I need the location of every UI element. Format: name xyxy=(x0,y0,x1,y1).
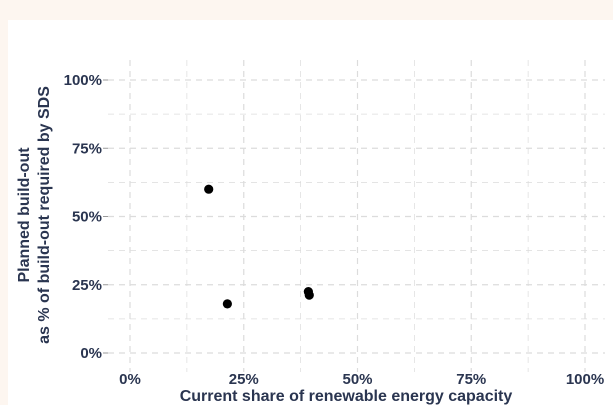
y-tick-label: 75% xyxy=(72,140,102,157)
scatter-point xyxy=(222,299,232,309)
scatter-point xyxy=(204,184,214,194)
data-points xyxy=(204,184,314,309)
x-tick-label: 75% xyxy=(456,371,486,388)
y-tick-label: 100% xyxy=(64,72,102,89)
x-axis: 0% 25% 50% 75% 100% xyxy=(119,371,604,388)
x-tick-label: 50% xyxy=(342,371,372,388)
y-axis: 0% 25% 50% 75% 100% xyxy=(64,72,108,362)
y-tick-label: 25% xyxy=(72,277,102,294)
y-tick-label: 0% xyxy=(80,345,102,362)
chart-panel xyxy=(8,20,613,405)
x-tick-label: 100% xyxy=(566,371,604,388)
y-axis-title-line-2: as % of build-out required by SDS xyxy=(36,86,53,344)
grid-lines xyxy=(108,60,605,372)
x-axis-title: Current share of renewable energy capaci… xyxy=(180,388,513,405)
x-tick-label: 0% xyxy=(119,371,141,388)
y-tick-label: 50% xyxy=(72,209,102,226)
y-axis-title-line-1: Planned build-out xyxy=(16,147,33,283)
x-tick-label: 25% xyxy=(229,371,259,388)
scatter-point xyxy=(304,290,314,300)
